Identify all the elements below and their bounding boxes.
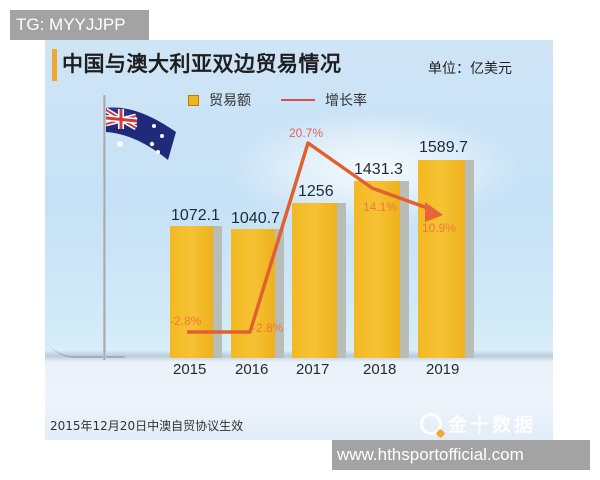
bar-value-label: 1431.3 [354,161,403,178]
growth-label: 10.9% [422,221,457,235]
footnote: 2015年12月20日中澳自贸协议生效 [50,419,244,433]
bar-value-label: 1040.7 [231,210,280,227]
bar-shadow [400,181,409,358]
growth-label: -2.8% [252,321,284,335]
chart-title: 中国与澳大利亚双边贸易情况 [62,52,342,76]
bar-line-chart [170,141,474,358]
bar-value-label: 1072.1 [171,207,220,224]
flag-pole [103,95,106,360]
growth-label: 20.7% [289,126,324,140]
bar-2017 [292,203,337,358]
bar-2015 [170,226,213,358]
growth-label: 14.1% [363,200,398,214]
x-axis-label: 2017 [296,361,330,378]
legend-bar-swatch-icon [188,94,199,106]
source-logo-text: 金十数据 [448,414,537,436]
bar-value-label: 1589.7 [419,139,468,156]
bar-2018 [354,181,400,358]
watermark-bottom: www.hthsportofficial.com [332,440,590,470]
legend-line-swatch-icon [281,99,315,101]
bar-shadow [465,160,474,358]
x-axis-label: 2016 [235,361,269,378]
bar-shadow [213,226,222,358]
legend: 贸易额 增长率 [188,90,367,110]
growth-label: -2.8% [170,314,202,328]
watermark-top: TG: MYYJJPP [10,10,149,40]
legend-line-label: 增长率 [325,93,367,109]
unit-label: 单位：亿美元 [428,61,512,77]
x-axis-label: 2015 [173,361,207,378]
x-axis-label: 2019 [426,361,460,378]
bar-2019 [418,160,465,358]
floor-backdrop [45,358,553,440]
title-accent-bar [52,49,57,81]
x-axis-label: 2018 [363,361,397,378]
legend-bar-label: 贸易额 [209,93,251,109]
australian-flag-icon [106,107,176,160]
bar-shadow [275,229,284,358]
source-logo: 金十数据 [420,410,536,437]
chart-image: 中国与澳大利亚双边贸易情况 单位：亿美元 贸易额 增长率 [45,40,553,440]
bar-shadow [337,203,346,358]
growth-arrowhead [425,202,443,222]
bar-value-label: 1256 [298,183,334,200]
jin10-logo-icon [420,412,442,435]
growth-rate-line [187,141,434,334]
bar-2016 [231,229,275,358]
